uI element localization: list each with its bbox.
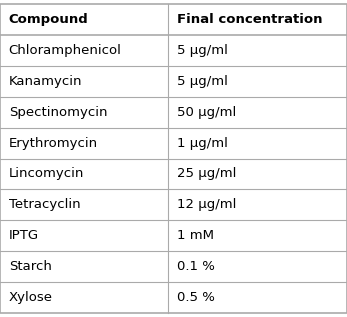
Text: 0.5 %: 0.5 % bbox=[177, 291, 215, 304]
Text: Compound: Compound bbox=[9, 13, 88, 26]
Text: Spectinomycin: Spectinomycin bbox=[9, 106, 107, 119]
Text: IPTG: IPTG bbox=[9, 229, 39, 243]
Text: 0.1 %: 0.1 % bbox=[177, 260, 215, 273]
Text: Final concentration: Final concentration bbox=[177, 13, 322, 26]
Text: Kanamycin: Kanamycin bbox=[9, 74, 82, 88]
Text: 5 μg/ml: 5 μg/ml bbox=[177, 74, 228, 88]
Text: 25 μg/ml: 25 μg/ml bbox=[177, 167, 236, 180]
Text: 50 μg/ml: 50 μg/ml bbox=[177, 106, 236, 119]
Text: Tetracyclin: Tetracyclin bbox=[9, 198, 80, 211]
Text: Starch: Starch bbox=[9, 260, 52, 273]
Text: 5 μg/ml: 5 μg/ml bbox=[177, 44, 228, 57]
Text: 1 mM: 1 mM bbox=[177, 229, 214, 243]
Text: Xylose: Xylose bbox=[9, 291, 53, 304]
Text: 1 μg/ml: 1 μg/ml bbox=[177, 137, 228, 150]
Text: Chloramphenicol: Chloramphenicol bbox=[9, 44, 121, 57]
Text: 12 μg/ml: 12 μg/ml bbox=[177, 198, 236, 211]
Text: Erythromycin: Erythromycin bbox=[9, 137, 98, 150]
Text: Lincomycin: Lincomycin bbox=[9, 167, 84, 180]
